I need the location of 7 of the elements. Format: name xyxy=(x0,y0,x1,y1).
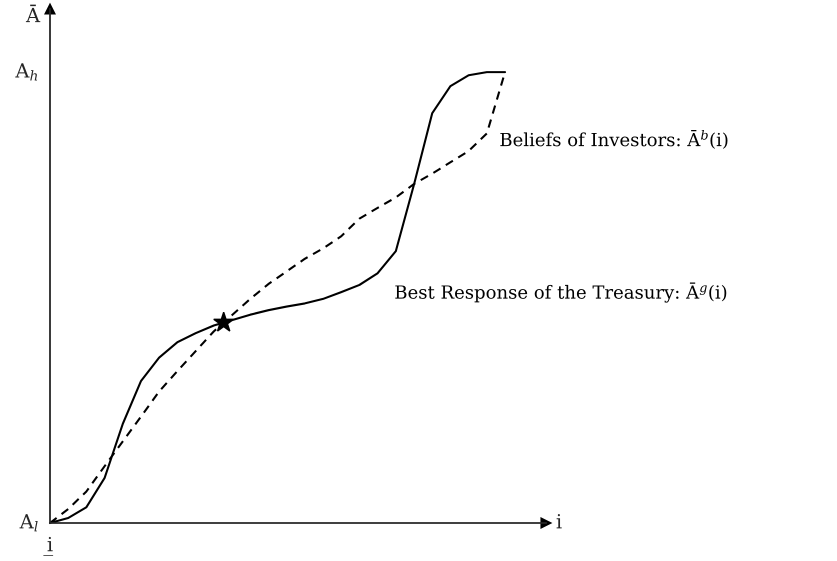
series-label: Beliefs of Investors: Ā$^{b}$(i) xyxy=(500,130,728,149)
text: A$_{h}$ xyxy=(15,63,38,80)
text: A$_{l}$ xyxy=(20,514,38,532)
series-label: Best Response of the Treasury: Ā$^{g}$(i) xyxy=(395,282,726,303)
y-axis-title: Ā xyxy=(26,4,40,22)
x-axis-title: i xyxy=(556,514,562,528)
text: i̲ xyxy=(43,536,54,556)
